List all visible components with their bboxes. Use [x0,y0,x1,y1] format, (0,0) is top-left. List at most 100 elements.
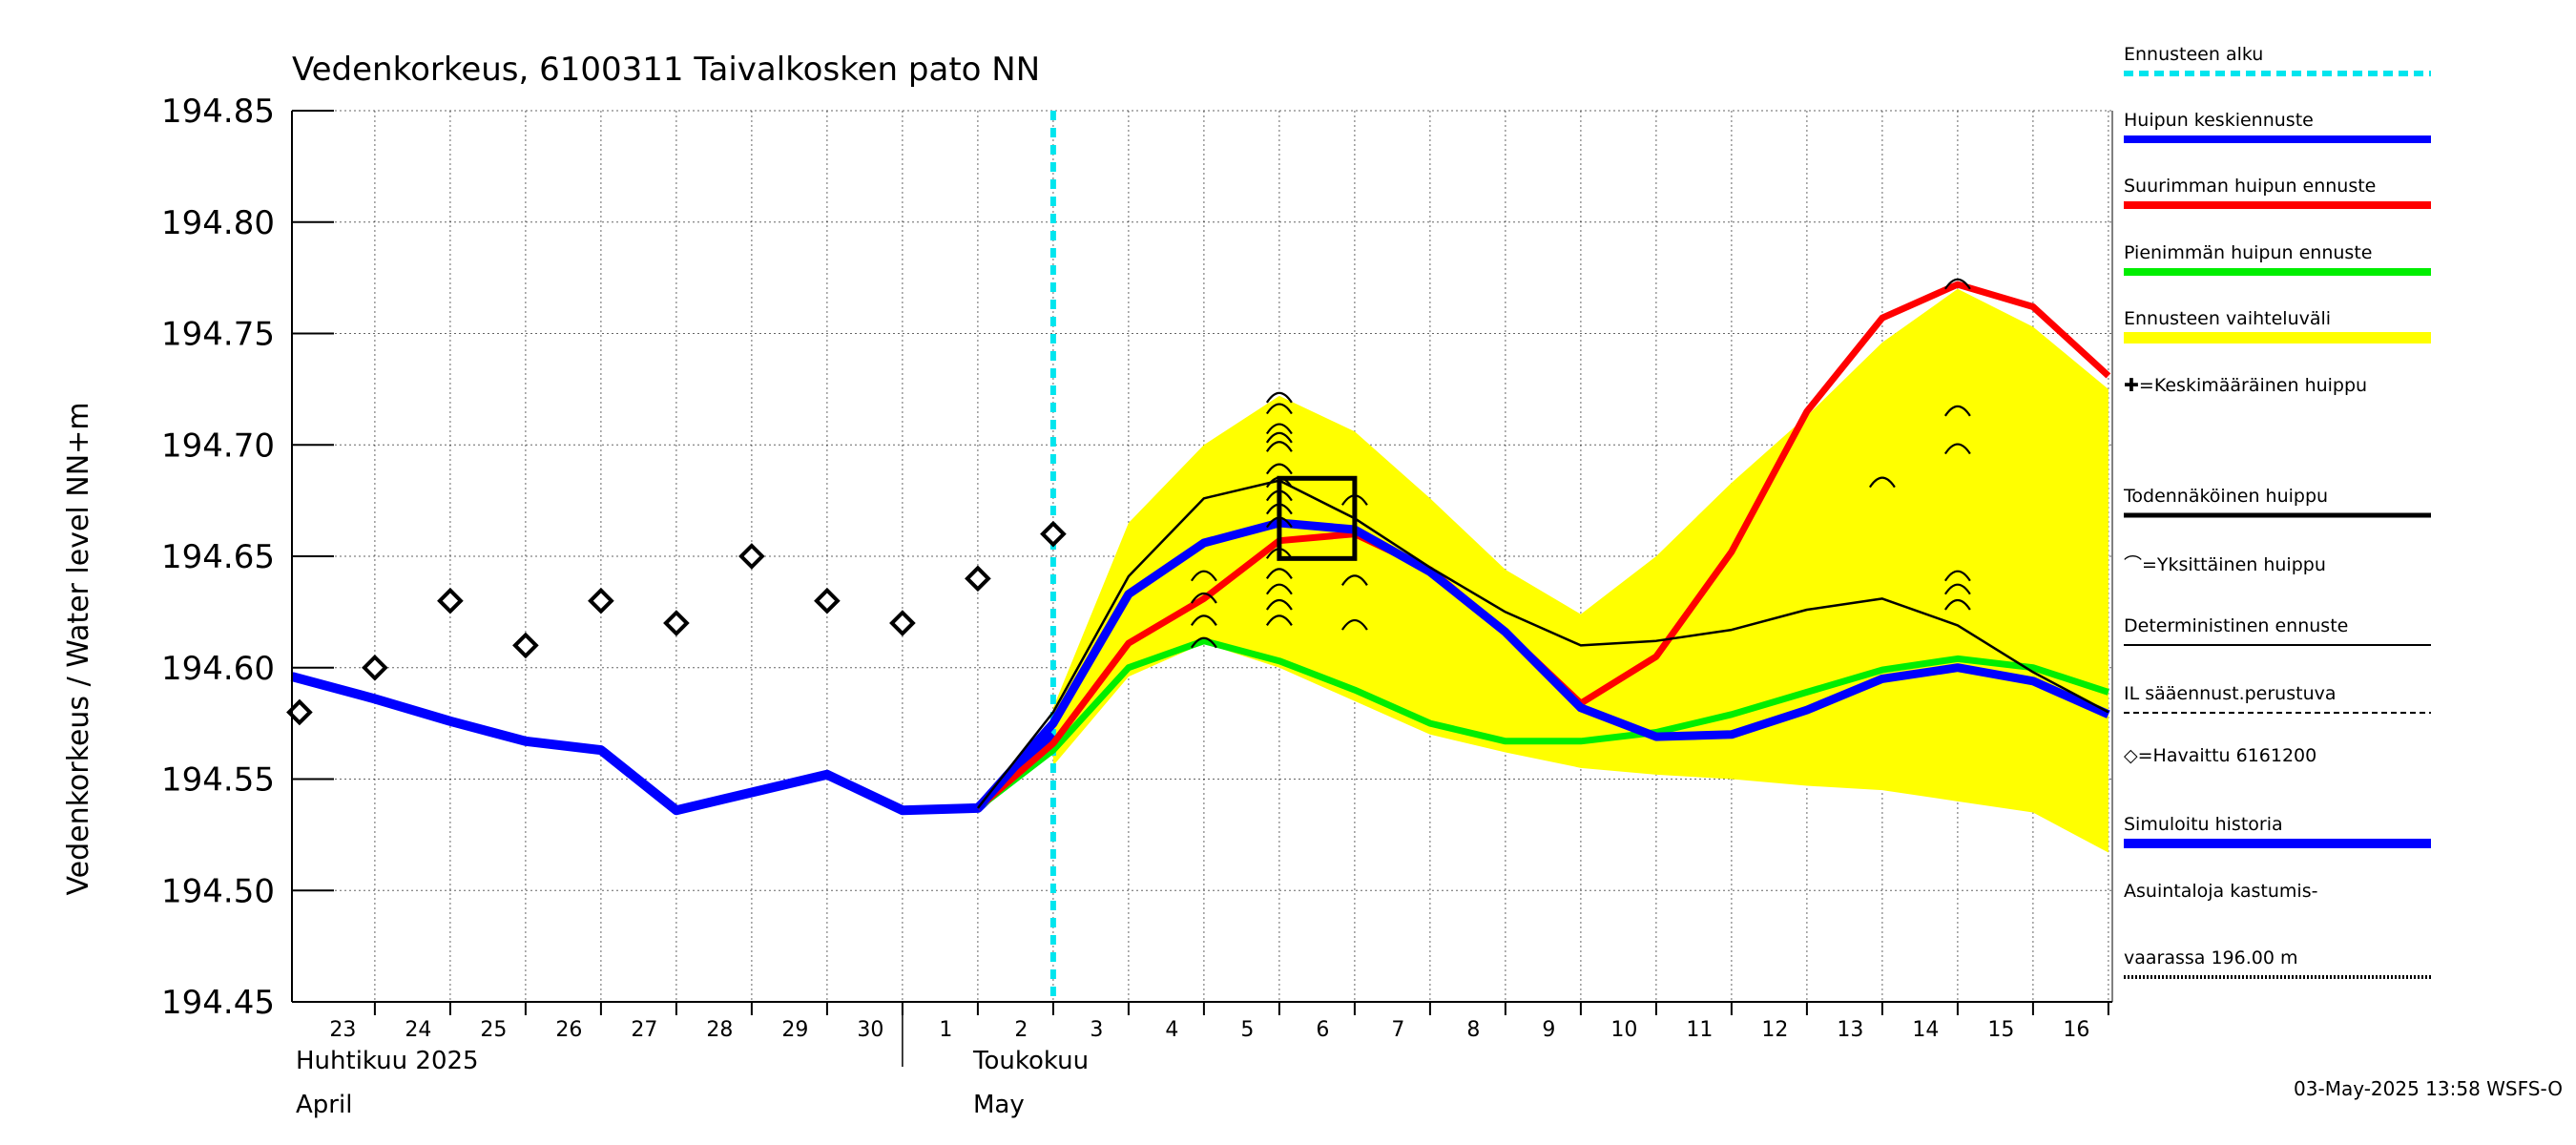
legend-label: Asuintaloja kastumis- [2124,881,2317,902]
series-line-simuloitu-historia [290,672,1057,816]
y-tick-label: 194.50 [161,872,275,910]
chart-title: Vedenkorkeus, 6100311 Taivalkosken pato … [292,51,1040,89]
legend-item: ◇=Havaittu 6161200 [2124,745,2316,766]
observed-point-marker [512,632,539,659]
x-tick-label: 24 [405,1018,431,1042]
month-label-may-en: May [973,1091,1025,1119]
legend-item: Deterministinen ennuste [2124,615,2431,646]
legend-item: vaarassa 196.00 m [2124,947,2431,979]
month-label-april-en: April [296,1091,352,1119]
series-line-pienimm-n-huipun-ennuste [975,637,2109,811]
y-tick-label: 194.75 [161,316,275,354]
legend: Ennusteen alku Huipun keskiennuste Suurimm… [2123,44,2431,979]
individual-peak-marker [1190,614,1217,626]
individual-peak-marker [1340,494,1368,506]
x-tick-label: 23 [329,1018,356,1042]
observed-point-marker [588,587,614,614]
y-tick-label: 194.70 [161,427,275,465]
x-tick-label: 13 [1837,1018,1863,1042]
forecast-range-band [1052,288,2109,853]
individual-peak-marker [1943,278,1971,290]
observed-point-marker [362,654,388,681]
legend-item: Todennäköinen huippu [2123,486,2431,518]
x-tick-label: 16 [2063,1018,2089,1042]
individual-peak-marker [1943,598,1971,611]
individual-peak-marker [1190,636,1217,649]
y-tick-label: 194.55 [161,761,275,800]
legend-item: Ennusteen vaihteluväli [2124,308,2431,344]
individual-peak-marker [1265,431,1293,444]
individual-peak-marker [1265,463,1293,475]
individual-peak-marker [1868,476,1896,489]
x-tick-label: 8 [1466,1018,1480,1042]
individual-peak-marker [1265,568,1293,579]
legend-label: Ennusteen vaihteluväli [2124,308,2331,329]
x-tick-label: 6 [1316,1018,1329,1042]
observed-point-marker [889,610,916,636]
individual-peak-marker [1265,441,1293,452]
x-tick-label: 2 [1014,1018,1028,1042]
individual-peak-marker [1943,443,1971,455]
x-tick-label: 4 [1165,1018,1178,1042]
marker-layer [286,278,1971,726]
individual-peak-marker [1265,391,1293,404]
x-tick-label: 27 [631,1018,657,1042]
legend-label: Todennäköinen huippu [2123,486,2328,507]
individual-peak-marker [1340,574,1368,586]
y-tick-label: 194.85 [161,93,275,131]
y-axis-label: Vedenkorkeus / Water level NN+m [62,402,95,895]
x-tick-label: 29 [781,1018,808,1042]
individual-peak-marker [1265,403,1293,415]
individual-peak-marker [1265,516,1293,529]
individual-peak-marker [1265,548,1293,559]
legend-label: ✚=Keskimääräinen huippu [2124,375,2367,396]
axis-layer: 194.45 194.50 194.55 194.60 194.65 194.70 194.… [161,93,2113,1067]
individual-peak-marker [1265,503,1293,515]
legend-item: Pienimmän huipun ennuste [2124,242,2431,276]
footer-timestamp: 03-May-2025 13:58 WSFS-O [2294,1077,2563,1100]
observed-point-marker [965,565,991,593]
series-line-huipun-keskiennuste [974,518,2110,811]
x-tick-label: 15 [1987,1018,2014,1042]
legend-item: ✚=Keskimääräinen huippu [2124,375,2367,396]
legend-item: Simuloitu historia [2124,814,2431,848]
y-tick-label: 194.45 [161,984,275,1022]
individual-peak-marker [1943,570,1971,582]
x-tick-label: 14 [1912,1018,1939,1042]
individual-peak-marker [1943,405,1971,417]
y-tick-label: 194.60 [161,650,275,688]
legend-label: Huipun keskiennuste [2124,110,2314,131]
y-tick-label: 194.65 [161,538,275,576]
legend-label: vaarassa 196.00 m [2124,947,2298,968]
individual-peak-marker [1190,592,1217,604]
individual-peak-marker [1943,583,1971,595]
individual-peak-marker [1265,423,1293,435]
x-tick-label: 28 [706,1018,733,1042]
series-line-layer [290,111,2111,1002]
individual-peak-marker [1190,570,1217,582]
y-tick-label: 194.80 [161,204,275,242]
x-tick-label: 1 [939,1018,952,1042]
x-tick-label: 10 [1610,1018,1637,1042]
observed-point-marker [814,587,841,614]
observed-point-marker [663,610,690,636]
x-tick-label: 26 [555,1018,582,1042]
x-tick-label: 3 [1090,1018,1103,1042]
legend-label: IL sääennust.perustuva [2124,683,2337,704]
individual-peak-marker [1265,583,1293,595]
x-tick-label: 5 [1240,1018,1254,1042]
observed-point-marker [738,543,765,570]
legend-item: Asuintaloja kastumis- [2124,881,2317,902]
legend-label: Ennusteen alku [2124,44,2263,65]
legend-label: ◇=Havaittu 6161200 [2124,745,2316,766]
legend-label: ⌒=Yksittäinen huippu [2124,554,2326,575]
series-line-deterministinen-ennuste [976,479,2109,809]
legend-label: Simuloitu historia [2124,814,2283,835]
individual-peak-marker [1265,598,1293,611]
month-label-may-fi: Toukokuu [972,1047,1089,1075]
individual-peak-marker [1265,489,1293,502]
legend-item: IL sääennust.perustuva [2124,683,2431,714]
legend-item: ⌒=Yksittäinen huippu [2124,554,2326,575]
legend-label: Deterministinen ennuste [2124,615,2348,636]
